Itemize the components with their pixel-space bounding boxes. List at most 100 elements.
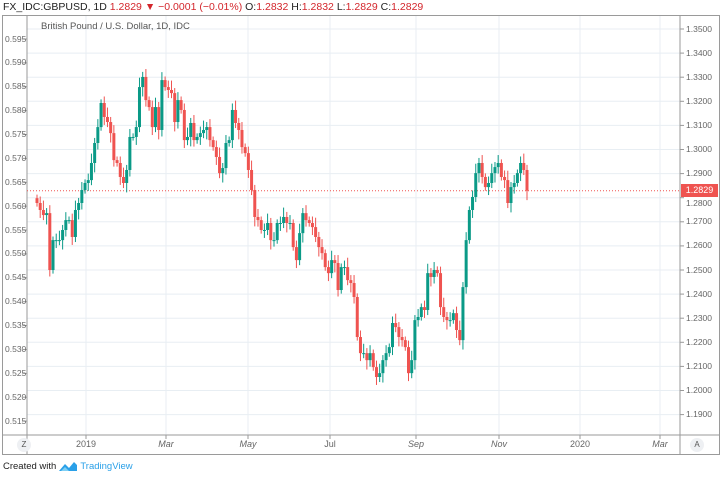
left-axis-tick-label: 0.590 [5,57,27,68]
candle-up [368,353,372,361]
candle-down [163,80,167,88]
candle-down [211,140,215,148]
candle-up [195,136,199,141]
right-axis-tick-label: 1.3100 [686,119,712,130]
right-axis-tick-label: 1.3000 [686,144,712,154]
candle-down [240,129,244,148]
chart-title: British Pound / U.S. Dollar, 1D, IDC [41,21,190,32]
candle-up [64,220,68,230]
candle-down [35,198,39,204]
candle-down [323,253,327,268]
candle-down [483,176,487,188]
candle-down [118,162,122,177]
candle-up [57,240,61,242]
chart-frame[interactable] [2,15,720,455]
candle-down [407,347,411,374]
candle-up [384,353,388,361]
candle-up [464,240,468,288]
candle-down [182,109,186,141]
left-axis-tick-label: 0.575 [5,129,27,140]
candle-up [378,373,382,378]
candle-up [330,260,334,274]
right-axis-tick-label: 1.2700 [686,216,712,227]
candle-down [109,122,113,134]
last-price: 1.2829 [109,1,142,13]
candle-down [355,296,359,337]
high-label: H: [291,1,302,13]
high-value: 1.2832 [301,1,334,13]
candle-down [352,283,356,297]
candle-down [48,213,52,270]
candle-down [144,76,148,101]
candle-up [131,136,135,138]
candle-up [51,240,55,270]
left-axis-tick-label: 0.545 [5,272,27,283]
time-axis-tick-label: Nov [490,439,508,449]
left-axis-tick-label: 0.525 [5,367,27,378]
left-axis-tick-label: 0.570 [5,152,27,163]
auto-scale-a-button[interactable]: A [690,438,704,452]
candle-down [333,260,337,264]
auto-scale-z-button[interactable]: Z [17,438,31,452]
left-axis-tick-label: 0.560 [5,200,27,211]
candle-down [397,327,401,337]
candle-up [474,173,478,197]
candle-up [262,229,266,231]
candle-up [73,209,77,237]
candle-up [153,107,157,128]
candle-up [339,267,343,291]
candle-down [310,223,314,228]
candle-up [301,213,305,234]
tradingview-link[interactable]: TradingView [80,461,133,472]
candle-up [410,360,414,374]
candle-down [173,93,177,123]
candle-up [186,136,190,141]
right-axis-tick-label: 1.2500 [686,264,712,275]
candle-down [371,353,375,368]
candle-down [170,89,174,94]
candle-up [512,182,516,188]
candle-down [38,203,42,210]
left-axis-tick-label: 0.580 [5,105,27,116]
right-axis-tick-label: 1.2900 [686,168,712,179]
candle-down [423,307,427,311]
candle-down [400,336,404,341]
candle-up [413,320,417,361]
candle-down [304,213,308,221]
candle-down [157,107,161,130]
right-axis-tick-label: 1.2400 [686,288,712,299]
candle-down [314,227,318,237]
time-axis-tick-label: Mar [158,439,174,449]
candle-down [70,220,74,237]
candle-up [93,142,97,163]
candle-down [455,313,459,331]
candle-down [179,100,183,110]
candle-down [499,162,503,177]
right-axis-tick-label: 1.2200 [686,336,712,347]
candle-up [451,313,455,321]
left-axis-tick-label: 0.530 [5,343,27,354]
candle-down [214,147,218,157]
candle-down [403,340,407,348]
candle-up [509,187,513,204]
candle-up [224,142,228,169]
candle-up [493,167,497,174]
candle-down [445,316,449,321]
time-axis-tick-label: 2020 [569,439,591,449]
candle-down [246,153,250,170]
candle-down [480,162,484,177]
candle-down [307,220,311,224]
candle-up [416,316,420,321]
candle-up [86,180,90,183]
candle-up [198,133,202,137]
right-axis-tick-label: 1.2600 [686,240,712,251]
candle-up [189,122,193,137]
created-with-label: Created with [3,461,57,472]
candle-down [525,169,529,191]
candle-down [147,100,151,108]
candle-up [54,240,58,242]
candle-down [374,367,378,378]
candle-up [272,240,276,242]
candle-up [288,223,292,225]
